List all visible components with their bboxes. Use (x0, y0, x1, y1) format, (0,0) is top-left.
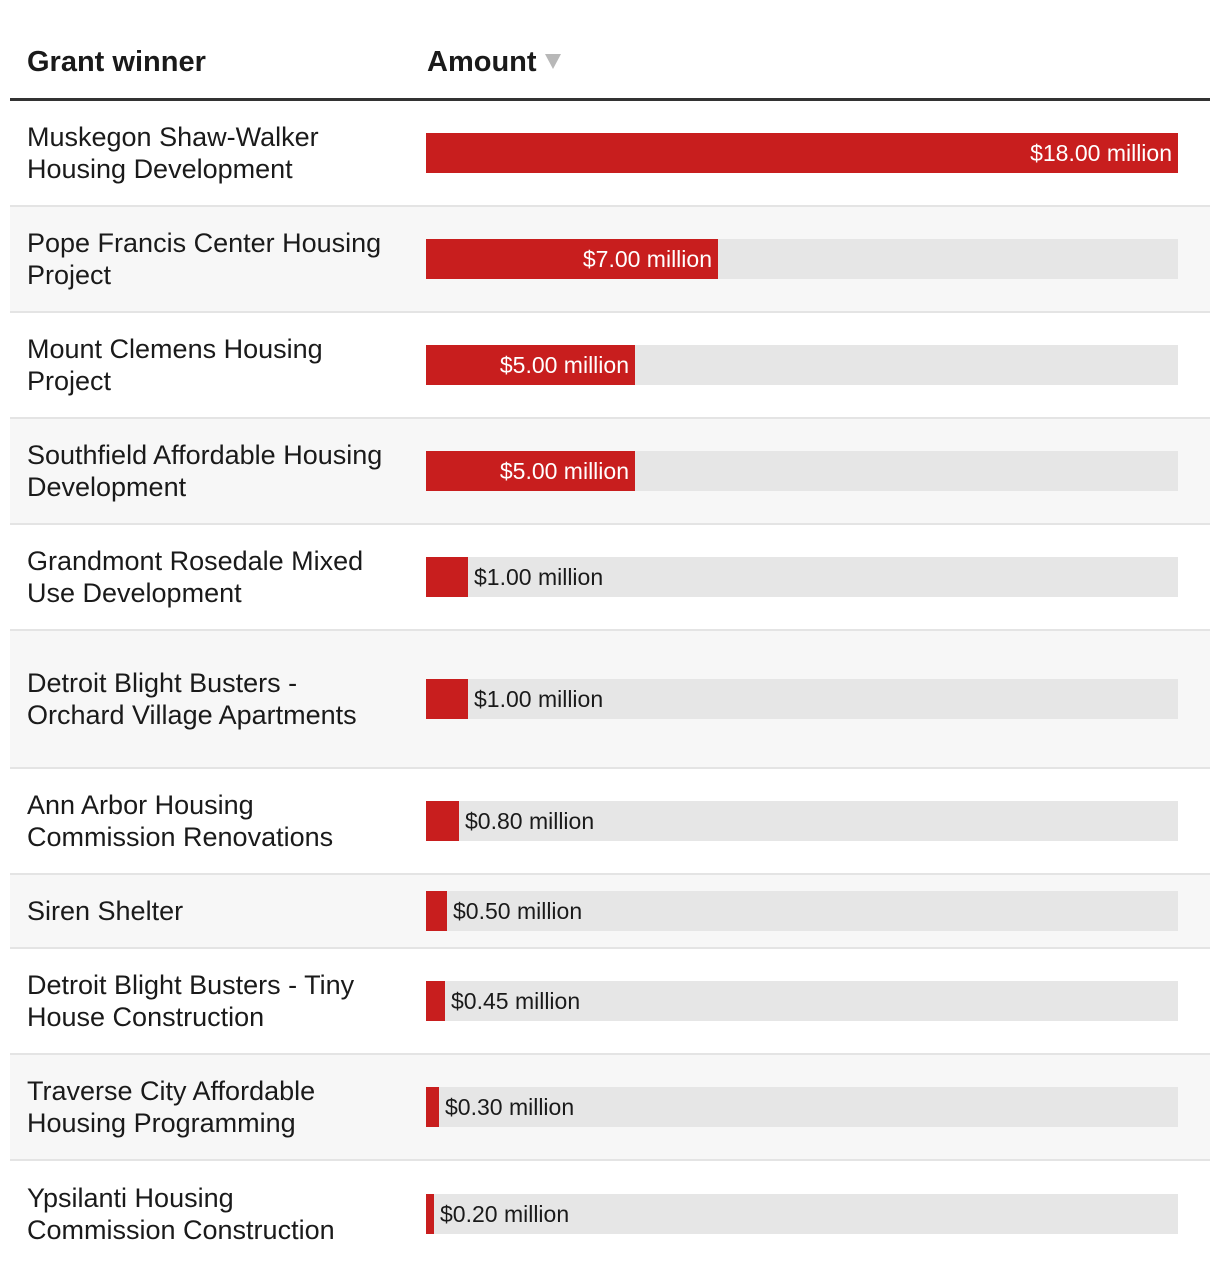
grant-winner-name: Muskegon Shaw-Walker Housing Development (27, 122, 319, 184)
grant-winner-name: Traverse City Affordable Housing Program… (27, 1076, 316, 1138)
table-row: Detroit Blight Busters - Tiny House Cons… (10, 949, 1210, 1055)
bar-track: $1.00 million (426, 679, 1178, 719)
amount-bar (426, 345, 635, 385)
amount-bar (426, 133, 1178, 173)
grant-winner-name: Ann Arbor Housing Commission Renovations (27, 790, 334, 852)
amount-value-label: $1.00 million (474, 686, 604, 712)
bar-track: $0.80 million (426, 801, 1178, 841)
bar-track: $1.00 million (426, 557, 1178, 597)
amount-value-label: $18.00 million (1030, 140, 1172, 166)
table-row: Ypsilanti Housing Commission Constructio… (10, 1161, 1210, 1267)
table-row: Grandmont Rosedale Mixed Use Development… (10, 525, 1210, 631)
table-row: Detroit Blight Busters - Orchard Village… (10, 631, 1210, 769)
grant-table: Grant winner Amount Muskegon Shaw-Walker… (10, 0, 1210, 1267)
bar-track: $0.30 million (426, 1087, 1178, 1127)
amount-bar (426, 679, 468, 719)
amount-bar (426, 801, 459, 841)
amount-bar (426, 239, 718, 279)
column-header-amount-label: Amount (427, 46, 537, 78)
table-row: Ann Arbor Housing Commission Renovations… (10, 769, 1210, 875)
table-row: Southfield Affordable Housing Developmen… (10, 419, 1210, 525)
amount-bar (426, 981, 445, 1021)
grant-winner-name: Siren Shelter (27, 896, 184, 926)
column-header-amount[interactable]: Amount (427, 46, 561, 79)
table-row: Siren Shelter $0.50 million (10, 875, 1210, 949)
table-header: Grant winner Amount (10, 0, 1210, 101)
bar-track: $5.00 million (426, 345, 1178, 385)
amount-value-label: $0.50 million (453, 898, 583, 924)
sort-descending-icon[interactable] (544, 53, 561, 69)
amount-value-label: $0.20 million (440, 1201, 570, 1227)
table-row: Traverse City Affordable Housing Program… (10, 1055, 1210, 1161)
table-row: Pope Francis Center Housing Project $7.00… (10, 207, 1210, 313)
grant-winner-name: Detroit Blight Busters - Tiny House Cons… (27, 970, 355, 1032)
bar-track: $0.45 million (426, 981, 1178, 1021)
grant-winner-name: Southfield Affordable Housing Developmen… (27, 440, 383, 502)
column-header-grant-winner: Grant winner (27, 46, 206, 79)
amount-value-label: $1.00 million (474, 564, 604, 590)
grant-winner-name: Pope Francis Center Housing Project (27, 228, 382, 290)
amount-bar (426, 451, 635, 491)
amount-value-label: $0.45 million (451, 988, 581, 1014)
amount-bar (426, 891, 447, 931)
table-row: Muskegon Shaw-Walker Housing Development… (10, 101, 1210, 207)
amount-value-label: $0.30 million (445, 1094, 575, 1120)
amount-value-label: $7.00 million (582, 246, 712, 272)
grant-winner-name: Mount Clemens Housing Project (27, 334, 323, 396)
grant-winner-name: Ypsilanti Housing Commission Constructio… (27, 1183, 335, 1245)
column-header-grant-winner-label: Grant winner (27, 46, 206, 78)
amount-bar (426, 1194, 434, 1234)
bar-track: $0.50 million (426, 891, 1178, 931)
bar-track: $5.00 million (426, 451, 1178, 491)
amount-value-label: $5.00 million (499, 352, 629, 378)
amount-value-label: $5.00 million (499, 458, 629, 484)
bar-track: $0.20 million (426, 1194, 1178, 1234)
amount-bar (426, 557, 468, 597)
bar-track: $7.00 million (426, 239, 1178, 279)
bar-track: $18.00 million (426, 133, 1178, 173)
grant-winner-name: Grandmont Rosedale Mixed Use Development (27, 546, 364, 608)
table-row: Mount Clemens Housing Project $5.00 milli… (10, 313, 1210, 419)
amount-bar (426, 1087, 439, 1127)
table-body: Muskegon Shaw-Walker Housing Development… (10, 101, 1210, 1267)
amount-value-label: $0.80 million (465, 808, 595, 834)
grant-winner-name: Detroit Blight Busters - Orchard Village… (27, 668, 357, 730)
